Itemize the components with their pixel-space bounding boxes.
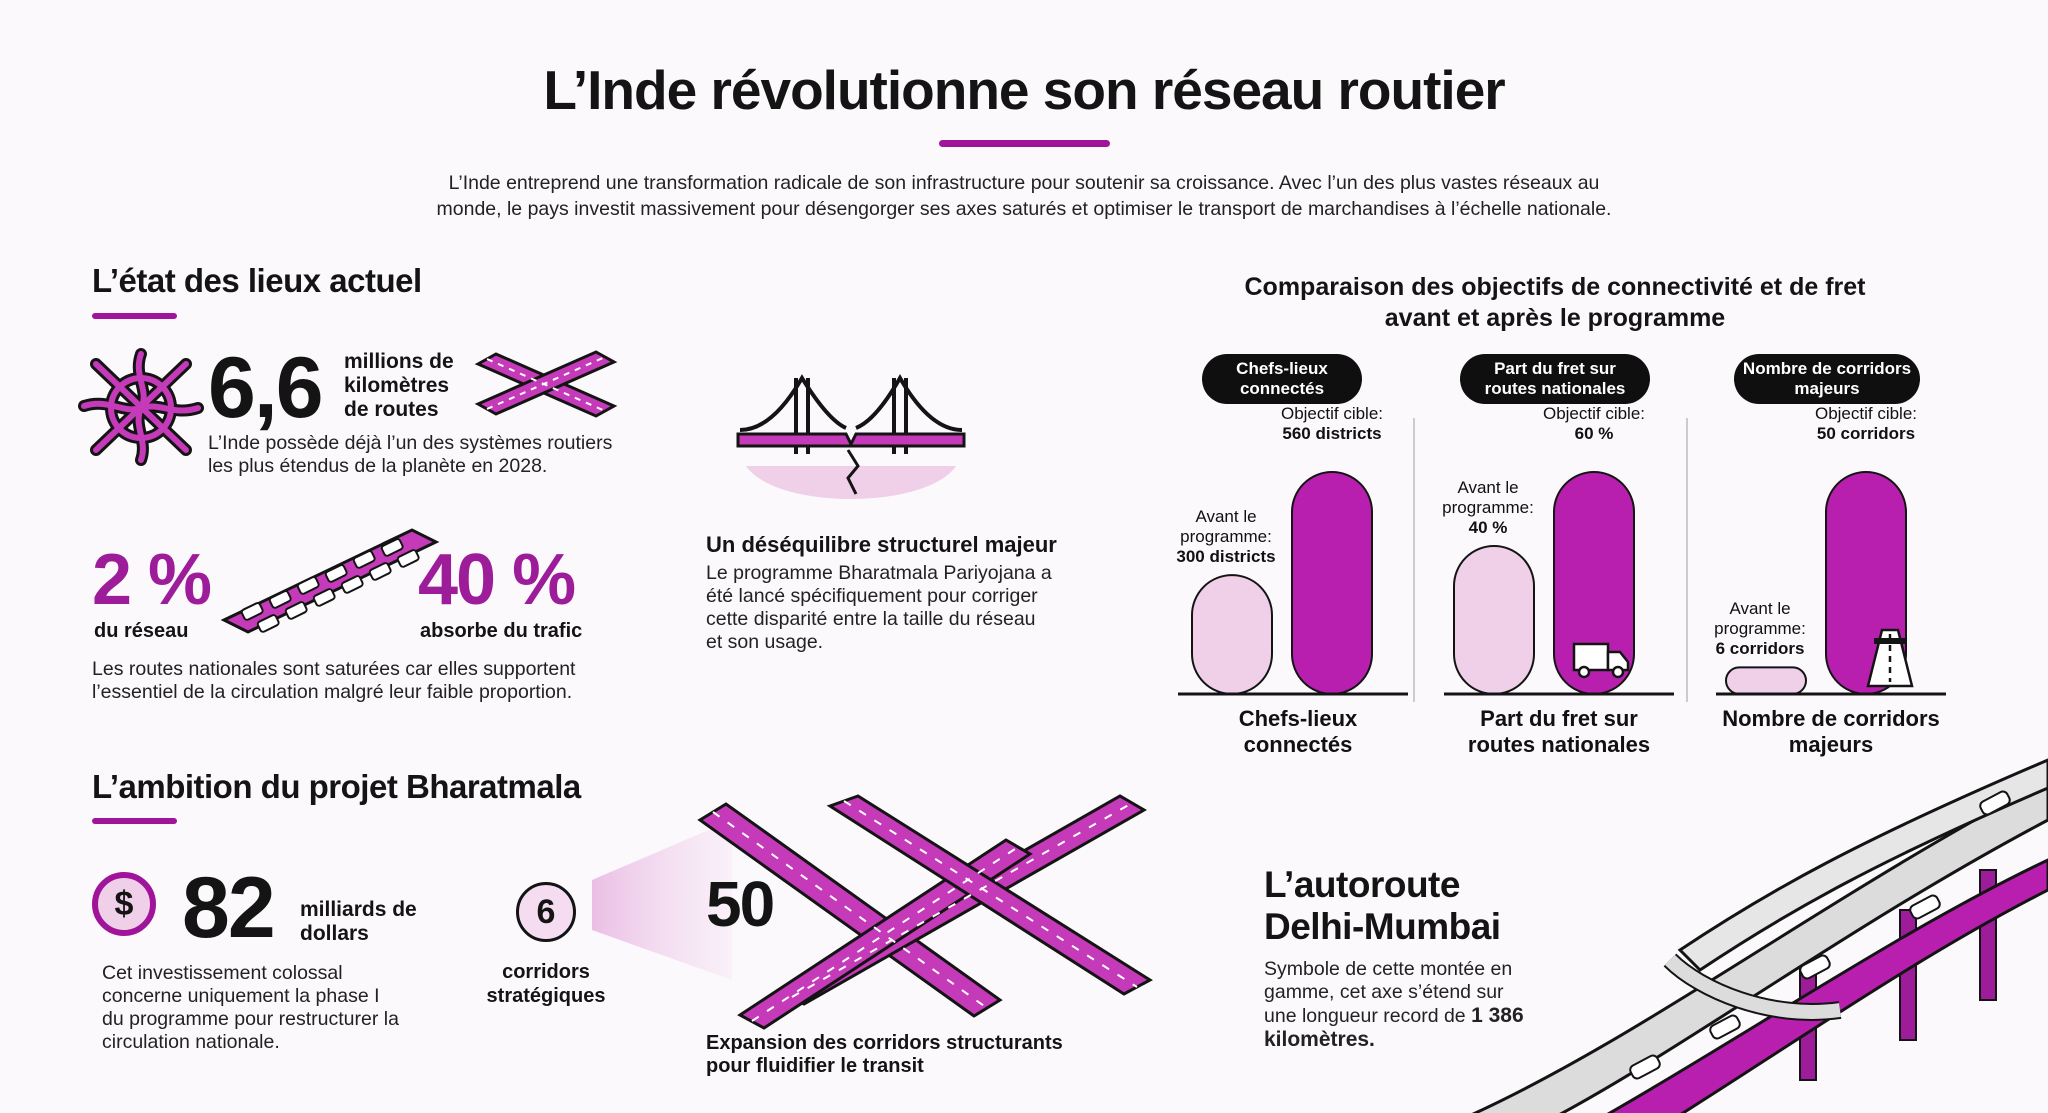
corridor-beam [592,820,732,980]
bar-after-label: Objectif cible: 50 corridors [1801,404,1931,444]
crossroads-icon [474,350,618,418]
expressway-title: L’autoroute Delhi-Mumbai [1264,864,1501,947]
expressway-desc-text: Symbole de cette montée en gamme, cet ax… [1264,958,1513,1027]
section-heading-state: L’état des lieux actuel [92,262,422,299]
bar-before [1725,666,1807,695]
bar-after-value: 50 corridors [1816,424,1916,443]
bar-before-value: 6 corridors [1715,639,1805,659]
bar-before-label: Avant le programme: 300 districts [1166,507,1286,567]
network-share-value: 2 % [92,540,212,620]
chart-title: Comparaison des objectifs de connectivit… [1244,273,1866,332]
highway-icon [1866,628,1914,688]
network-share-label: du réseau [94,620,189,642]
chart-panel: Chefs-lieux connectés Avant le programme… [1158,350,1428,760]
chart-pill: Part du fret sur routes nationales [1460,354,1650,404]
bar-after-caption: Objectif cible: [1542,404,1646,423]
page-title: L’Inde révolutionne son réseau routier [543,59,1505,121]
section-underline-ambition [92,818,177,824]
chart-divider [1686,418,1688,702]
bar-before-label: Avant le programme: 40 % [1433,478,1543,538]
broken-bridge-icon [736,373,966,499]
network-length-value: 6,6 [208,340,324,436]
bar-after-caption: Objectif cible: [1814,404,1918,423]
expressway-description: Symbole de cette montée en gamme, cet ax… [1264,958,1524,1052]
chart-category-label: Chefs-lieux connectés [1238,706,1358,757]
bar-after-value: 60 % [1574,424,1614,443]
dollar-icon: $ [92,872,156,936]
chart-category-label: Part du fret sur routes nationales [1467,706,1651,757]
bar-before-label: Avant le programme: 6 corridors [1705,599,1815,659]
bar-before-caption: Avant le programme: [1442,478,1534,517]
chart-pill: Nombre de corridors majeurs [1734,354,1920,404]
bar-after [1291,471,1373,695]
expansion-description: Expansion des corridors structurants pou… [706,1032,1063,1077]
bar-before [1453,545,1535,695]
corridors-label: corridors stratégiques [486,961,606,1007]
title-underline [939,140,1110,147]
network-length-unit: millions de kilomètres de routes [344,350,454,421]
bar-after-label: Objectif cible: 60 % [1529,404,1659,444]
saturation-description: Les routes nationales sont saturées car … [92,658,576,703]
chart-panel: Nombre de corridors majeurs Avant le pro… [1702,350,1972,760]
expressway-illustration [1471,758,2048,1113]
intro-paragraph: L’Inde entreprend une transformation rad… [436,172,1612,220]
section-heading-ambition: L’ambition du projet Bharatmala [92,768,581,805]
bar-after-value: 560 districts [1282,424,1382,443]
corridors-count-badge: 6 [516,882,576,942]
chart-pill: Chefs-lieux connectés [1202,354,1362,404]
expressway-length: 1 386 kilomètres. [1264,1004,1524,1051]
congested-highway-icon [220,528,440,634]
bar-chart-svg [1444,471,1674,696]
network-description: L’Inde possède déjà l’un des systèmes ro… [208,432,613,477]
bar-before-value: 300 districts [1176,547,1276,567]
dollar-symbol: $ [114,885,134,923]
chart-divider [1413,418,1415,702]
expansion-value: 50 [706,868,775,940]
investment-unit: milliards de dollars [300,898,417,945]
road-network-icon [78,348,204,466]
investment-description: Cet investissement colossal concerne uni… [102,962,399,1053]
investment-value: 82 [182,860,276,956]
traffic-share-value: 40 % [418,540,576,620]
traffic-share-label: absorbe du trafic [420,620,583,642]
bar-chart-svg [1178,471,1408,696]
truck-icon [1572,642,1630,679]
section-underline-state [92,313,177,319]
bar-before-caption: Avant le programme: [1180,507,1272,547]
bar-chart-svg [1716,471,1946,696]
imbalance-description: Le programme Bharatmala Pariyojana a été… [706,562,1052,653]
chart-category-label: Nombre de corridors majeurs [1722,706,1940,757]
bar-after-caption: Objectif cible: [1280,404,1384,423]
chart-panel: Part du fret sur routes nationales Avant… [1430,350,1700,760]
bar-before-caption: Avant le programme: [1714,599,1806,639]
bar-after-label: Objectif cible: 560 districts [1262,404,1402,444]
corridors-count: 6 [536,893,556,931]
imbalance-title: Un déséquilibre structurel majeur [706,532,1057,557]
bar-before [1191,574,1273,695]
bar-before-value: 40 % [1468,518,1508,537]
road-grid-icon [697,794,1153,1030]
